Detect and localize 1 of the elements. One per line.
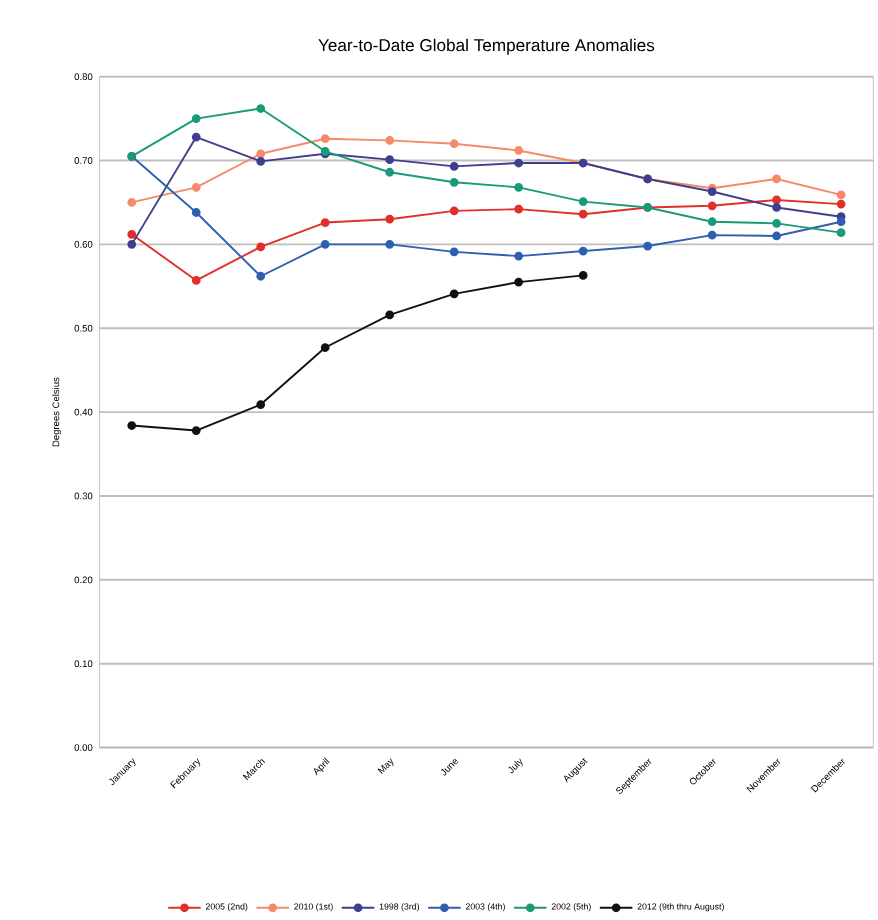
chart-title: Year-to-Date Global Temperature Anomalies — [318, 38, 655, 55]
